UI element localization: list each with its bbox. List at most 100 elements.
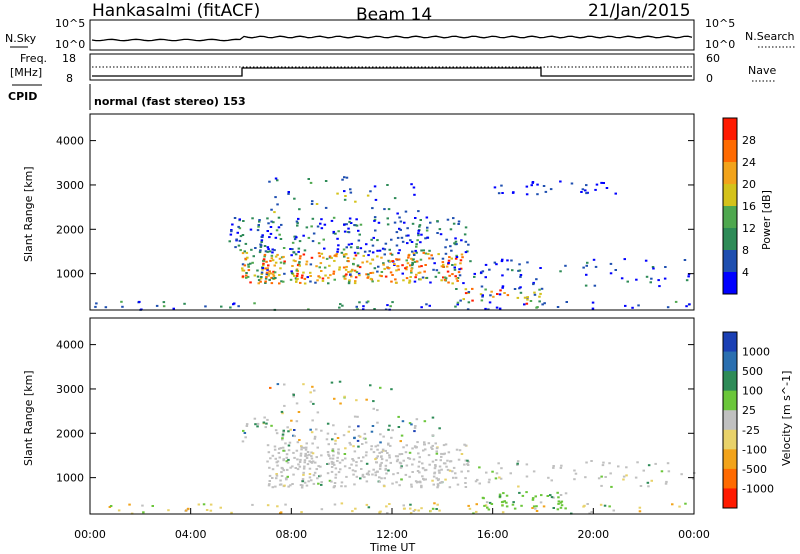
data-cell (344, 485, 347, 488)
data-cell (377, 265, 380, 268)
data-cell (312, 482, 316, 485)
data-cell (264, 426, 267, 429)
data-cell (338, 461, 342, 464)
data-cell (517, 485, 520, 488)
data-cell (623, 258, 626, 261)
data-cell (270, 254, 274, 257)
data-cell (352, 257, 356, 260)
data-cell (464, 292, 468, 295)
data-cell (336, 456, 339, 459)
data-cell (363, 476, 366, 479)
data-cell (402, 459, 405, 462)
data-cell (362, 308, 365, 311)
data-cell (280, 475, 284, 477)
data-cell (230, 230, 233, 233)
data-cell (411, 471, 414, 473)
data-cell (263, 416, 266, 419)
data-cell (498, 307, 502, 310)
data-cell (204, 305, 207, 308)
power-frame (89, 113, 695, 311)
data-cell (337, 471, 341, 474)
data-cell (292, 259, 296, 262)
data-cell (392, 473, 395, 476)
data-cell (219, 506, 222, 509)
data-cell (290, 270, 293, 273)
data-cell (273, 271, 277, 274)
data-cell (437, 271, 441, 274)
data-cell (638, 506, 642, 509)
data-cell (351, 510, 354, 513)
data-cell (367, 273, 370, 276)
data-cell (586, 261, 589, 264)
data-cell (268, 236, 271, 239)
data-cell (454, 472, 457, 475)
data-cell (379, 386, 382, 389)
data-cell (187, 507, 190, 510)
data-cell (296, 441, 300, 444)
data-cell (532, 283, 535, 286)
data-cell (609, 272, 613, 275)
data-cell (489, 294, 492, 297)
data-cell (267, 222, 270, 225)
data-cell (419, 219, 422, 221)
data-cell (371, 473, 374, 476)
data-cell (445, 238, 448, 241)
data-cell (349, 270, 353, 273)
data-cell (257, 224, 260, 226)
colorbar-tick: -100 (742, 443, 767, 456)
data-cell (343, 465, 347, 468)
data-cell (559, 180, 562, 183)
data-cell (334, 476, 337, 479)
data-cell (341, 178, 344, 181)
data-cell (418, 225, 421, 228)
data-cell (362, 254, 365, 257)
data-cell (311, 385, 314, 388)
data-cell (274, 177, 278, 180)
data-cell (271, 454, 275, 457)
data-cell (298, 240, 302, 243)
data-cell (434, 275, 438, 278)
data-cell (233, 302, 236, 305)
data-cell (278, 447, 281, 450)
data-cell (422, 449, 425, 452)
data-cell (541, 303, 544, 306)
data-cell (663, 277, 667, 280)
data-cell (260, 239, 264, 242)
data-cell (275, 473, 278, 475)
data-cell (420, 249, 423, 252)
data-cell (320, 508, 324, 511)
data-cell (498, 293, 502, 296)
data-cell (269, 226, 273, 228)
data-cell (291, 483, 294, 485)
data-cell (314, 281, 317, 284)
data-cell (333, 259, 336, 262)
data-cell (300, 486, 304, 489)
data-cell (410, 271, 413, 274)
data-cell (320, 227, 324, 230)
data-cell (445, 465, 448, 468)
data-cell (121, 305, 124, 308)
data-cell (492, 295, 495, 298)
data-cell (302, 234, 305, 237)
data-cell (414, 445, 417, 448)
data-cell (415, 245, 418, 248)
data-cell (652, 267, 655, 270)
data-cell (560, 464, 563, 467)
data-cell (414, 217, 417, 219)
data-cell (519, 291, 523, 294)
data-cell (501, 511, 505, 514)
data-cell (312, 474, 316, 477)
data-cell (271, 468, 275, 471)
data-cell (519, 275, 522, 278)
data-cell (295, 269, 298, 272)
data-cell (338, 266, 341, 269)
data-cell (313, 435, 317, 438)
data-cell (379, 433, 382, 436)
data-cell (266, 230, 269, 232)
data-cell (409, 507, 412, 510)
data-cell (464, 240, 468, 243)
data-cell (388, 424, 391, 427)
data-cell (302, 467, 306, 470)
